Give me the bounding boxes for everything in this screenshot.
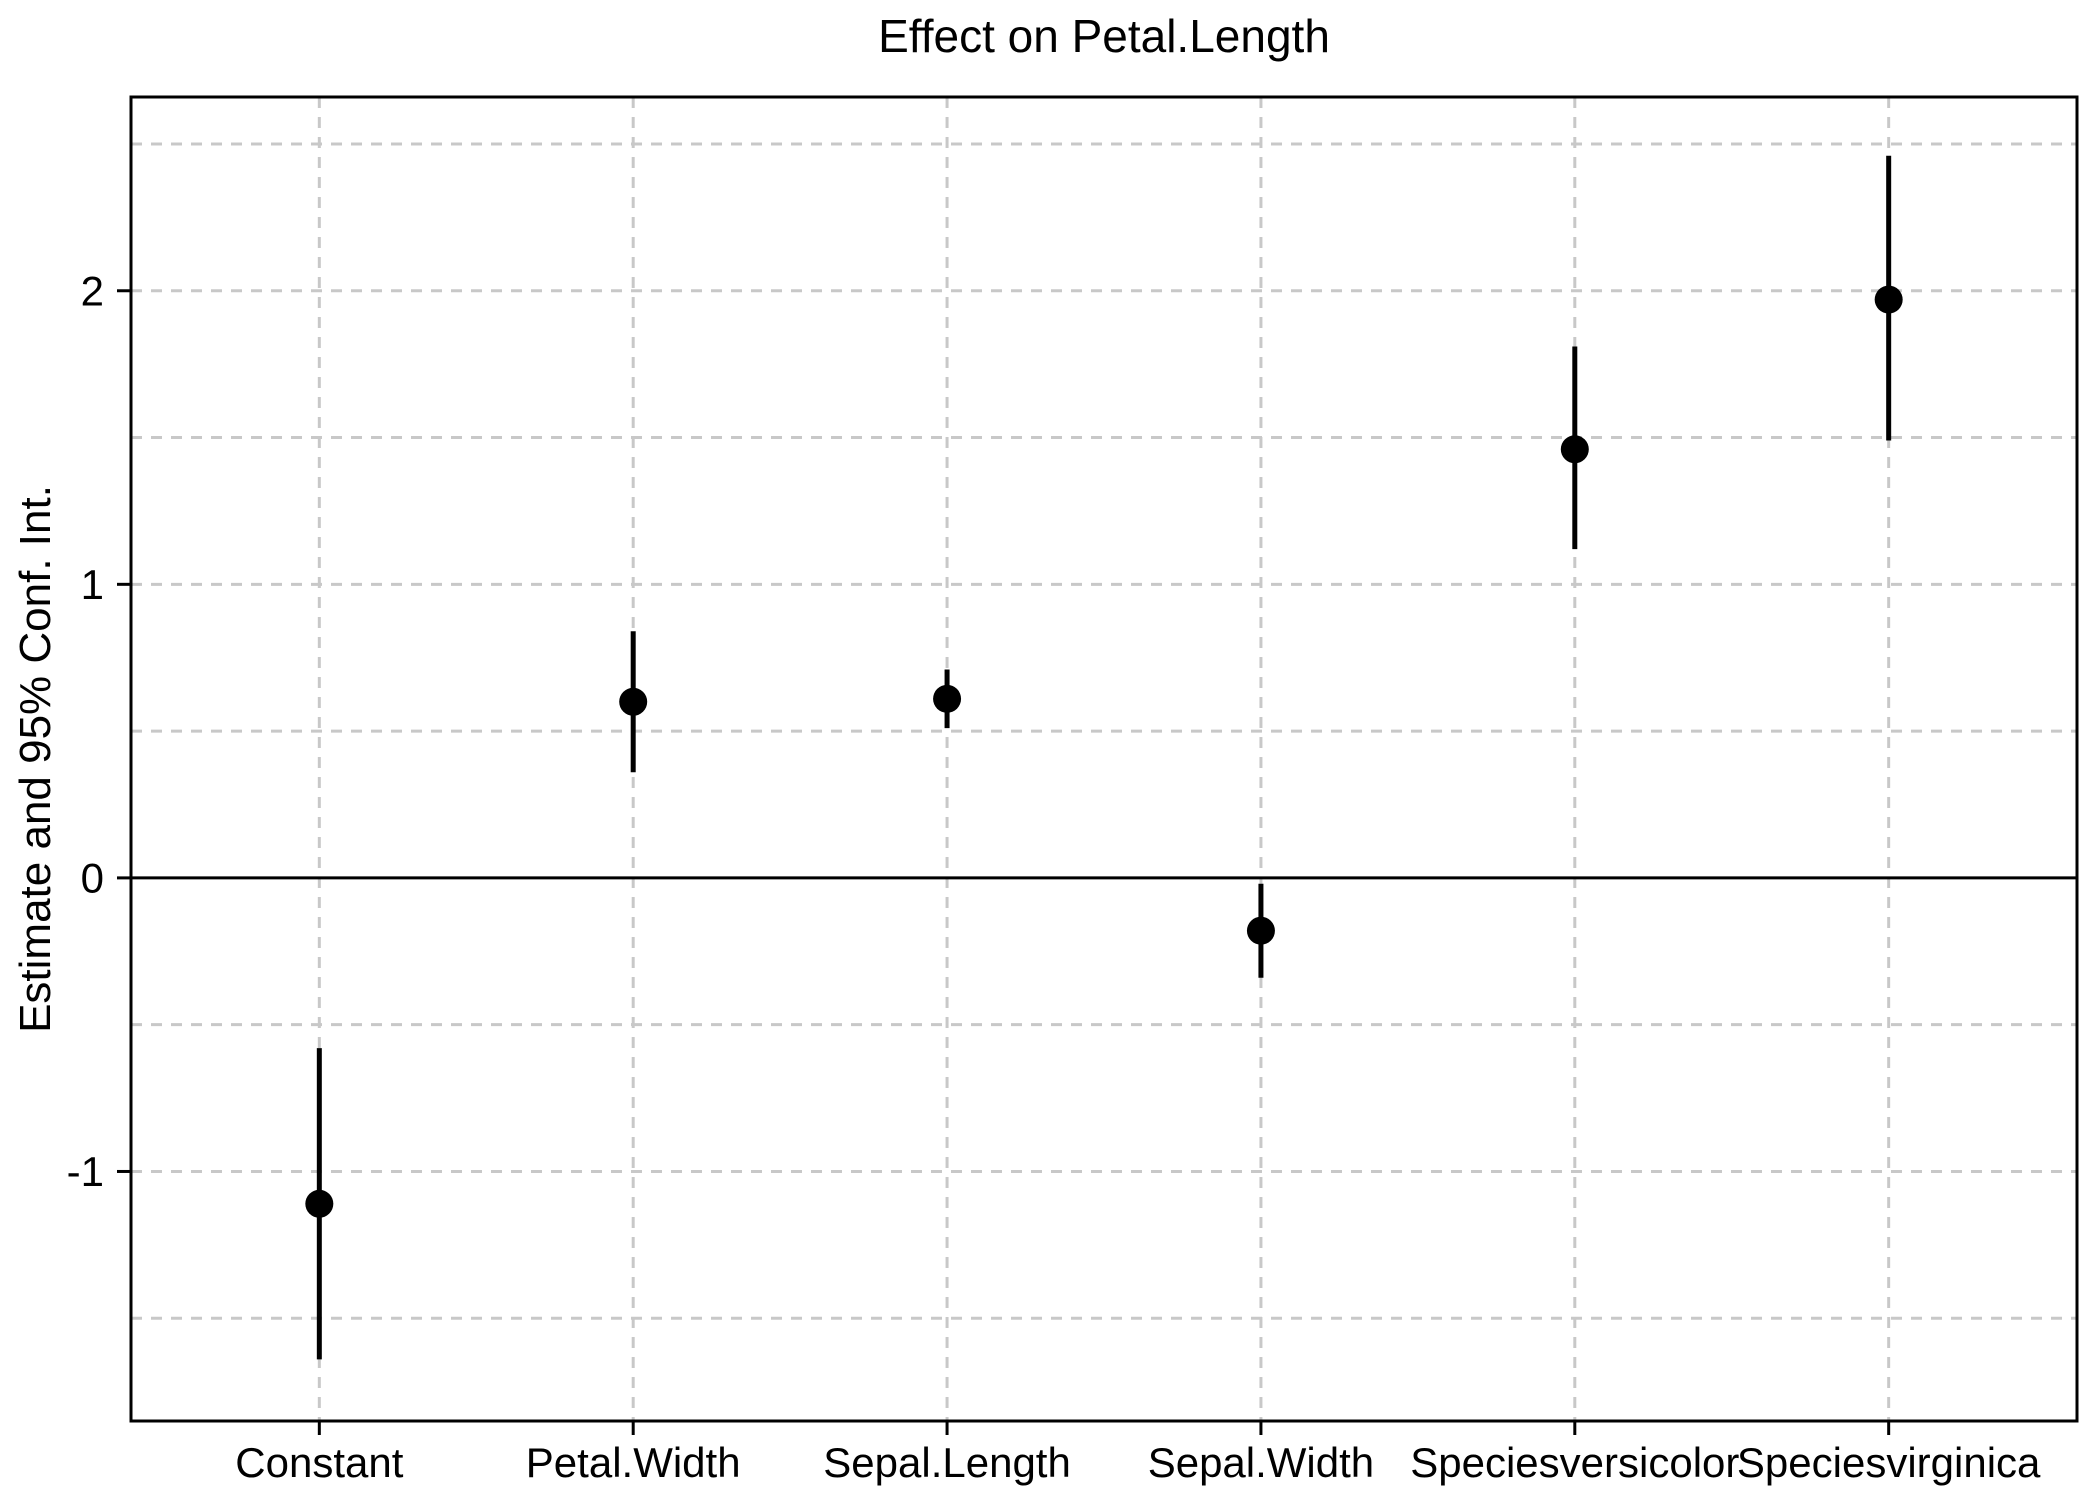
y-tick-label: -1 — [67, 1148, 104, 1195]
x-tick-label: Sepal.Length — [823, 1439, 1071, 1486]
axes-layer: 2 1 0 -1 Constant Petal.Width Sepal.Length Sepa… — [67, 267, 2041, 1486]
estimate-point — [933, 684, 962, 713]
y-axis-label: Estimate and 95% Conf. Int. — [11, 485, 60, 1033]
gridlines-layer — [131, 97, 2077, 1421]
y-tick-label: 1 — [81, 561, 104, 608]
x-tick-label: Constant — [235, 1439, 403, 1486]
chart-title: Effect on Petal.Length — [878, 10, 1330, 62]
x-tick-label: Petal.Width — [526, 1439, 741, 1486]
estimate-point — [1246, 916, 1275, 945]
y-tick-label: 0 — [81, 855, 104, 902]
estimate-point — [305, 1189, 334, 1218]
plot-frame — [129, 95, 2079, 1423]
estimate-point — [1874, 285, 1903, 314]
estimate-point — [619, 687, 648, 716]
data-marks-layer — [305, 155, 1903, 1360]
y-tick-label: 2 — [81, 267, 104, 314]
estimate-point — [1560, 435, 1589, 464]
x-tick-label: Speciesversicolor — [1410, 1439, 1739, 1486]
x-tick-label: Sepal.Width — [1148, 1439, 1374, 1486]
x-tick-label: Speciesvirginica — [1737, 1439, 2041, 1486]
